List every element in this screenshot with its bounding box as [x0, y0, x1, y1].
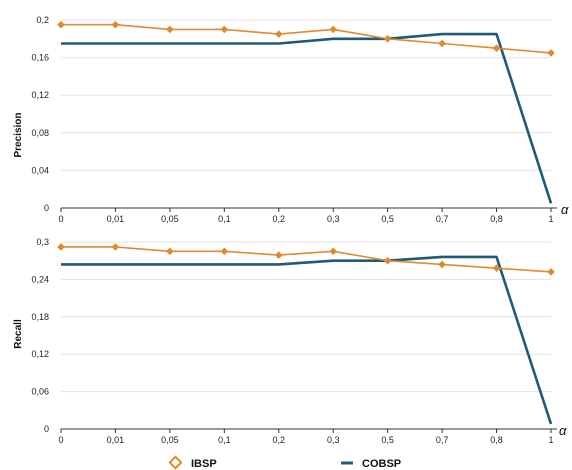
recall-cobsp-line	[61, 255, 553, 425]
recall-x-tick-label: 0,7	[436, 435, 449, 445]
recall-x-tick-label: 0	[58, 435, 63, 445]
precision-ibsp-point	[547, 49, 555, 57]
recall-x-tick-label: 1	[548, 435, 553, 445]
precision-x-tick-label: 0,01	[107, 214, 125, 224]
precision-ibsp-point	[383, 35, 392, 43]
precision-y-tick-label: 0,08	[31, 128, 49, 138]
precision-y-tick-label: 0	[44, 203, 49, 213]
precision-ibsp-point	[220, 25, 229, 34]
precision-x-tick-label: 0,2	[273, 214, 286, 224]
precision-y-tick-label: 0,16	[31, 53, 49, 63]
precision-y-tick-label: 0,12	[31, 90, 49, 100]
precision-x-tick-label: 0	[58, 214, 63, 224]
precision-ylabel: Precision	[13, 112, 24, 157]
recall-y-tick-label: 0,06	[31, 387, 49, 397]
precision-series	[57, 20, 555, 204]
recall-ibsp-point	[57, 243, 65, 251]
recall-y-tick-label: 0	[44, 424, 49, 434]
recall-x-tick-label: 0,2	[273, 435, 286, 445]
recall-ibsp-line	[61, 246, 552, 273]
recall-x-tick-label: 0,1	[218, 435, 231, 445]
recall-x-ticks: 0 0,01 0,05 0,1 0,2 0,3 0,5 0,7 0,8 1	[58, 435, 553, 445]
legend-ibsp-label: IBSP	[191, 458, 217, 470]
precision-cobsp-line	[61, 32, 553, 204]
recall-ibsp-point	[329, 247, 338, 256]
precision-x-tick-label: 0,3	[327, 214, 340, 224]
recall-ibsp-point	[166, 247, 174, 256]
recall-ibsp-point	[111, 243, 120, 251]
precision-ibsp-point	[57, 20, 65, 29]
recall-x-tick-label: 0,01	[107, 435, 125, 445]
precision-x-ticks: 0 0,01 0,05 0,1 0,2 0,3 0,5 0,7 0,8 1	[58, 214, 553, 224]
legend-ibsp-icon	[168, 455, 183, 470]
precision-y-ticks: 0 0,04 0,08 0,12 0,16 0,2	[31, 15, 49, 213]
recall-x-tick-label: 0,3	[327, 435, 340, 445]
recall-y-tick-label: 0,18	[31, 312, 49, 322]
precision-x-tick-label: 0,8	[490, 214, 503, 224]
recall-ibsp-point	[220, 247, 229, 256]
recall-alpha-label: α	[559, 423, 567, 438]
recall-ibsp-point	[547, 268, 555, 276]
precision-ibsp-point	[492, 44, 501, 52]
precision-y-tick-label: 0,2	[36, 15, 49, 25]
precision-ibsp-point	[166, 25, 174, 34]
legend: IBSP COBSP	[168, 455, 401, 470]
recall-gridlines	[61, 241, 551, 393]
recall-ibsp-point	[274, 251, 283, 259]
legend-cobsp-label: COBSP	[362, 458, 401, 470]
recall-axes	[60, 428, 557, 433]
recall-y-ticks: 0 0,06 0,12 0,18 0,24 0,3	[31, 237, 49, 434]
precision-axes	[60, 207, 557, 212]
recall-y-tick-label: 0,24	[31, 274, 49, 284]
precision-ibsp-point	[329, 25, 338, 34]
precision-ibsp-point	[111, 20, 120, 29]
precision-x-tick-label: 0,05	[161, 214, 179, 224]
recall-x-tick-label: 0,05	[161, 435, 179, 445]
recall-ibsp-point	[438, 260, 446, 269]
precision-x-tick-label: 0,7	[436, 214, 449, 224]
precision-x-tick-label: 1	[548, 214, 553, 224]
recall-y-tick-label: 0,3	[36, 237, 49, 247]
recall-y-tick-label: 0,12	[31, 349, 49, 359]
recall-x-tick-label: 0,8	[490, 435, 503, 445]
precision-ibsp-line	[61, 23, 552, 54]
precision-ibsp-point	[274, 30, 283, 38]
precision-chart: Precision 0 0,04 0,08 0,12 0,16 0,2 0 0,01 0,05…	[13, 15, 569, 224]
precision-x-tick-label: 0,1	[218, 214, 231, 224]
recall-ylabel: Recall	[13, 319, 24, 349]
precision-ibsp-point	[438, 39, 446, 48]
precision-gridlines	[61, 19, 551, 171]
recall-ibsp-point	[492, 264, 501, 272]
recall-x-tick-label: 0,5	[381, 435, 394, 445]
precision-y-tick-label: 0,04	[31, 165, 49, 175]
recall-chart: Recall 0 0,06 0,12 0,18 0,24 0,3 0 0,01 0,05 0,1…	[13, 237, 567, 445]
recall-series	[57, 243, 555, 425]
recall-ibsp-point	[383, 256, 392, 265]
precision-alpha-label: α	[561, 202, 569, 217]
precision-x-tick-label: 0,5	[381, 214, 394, 224]
